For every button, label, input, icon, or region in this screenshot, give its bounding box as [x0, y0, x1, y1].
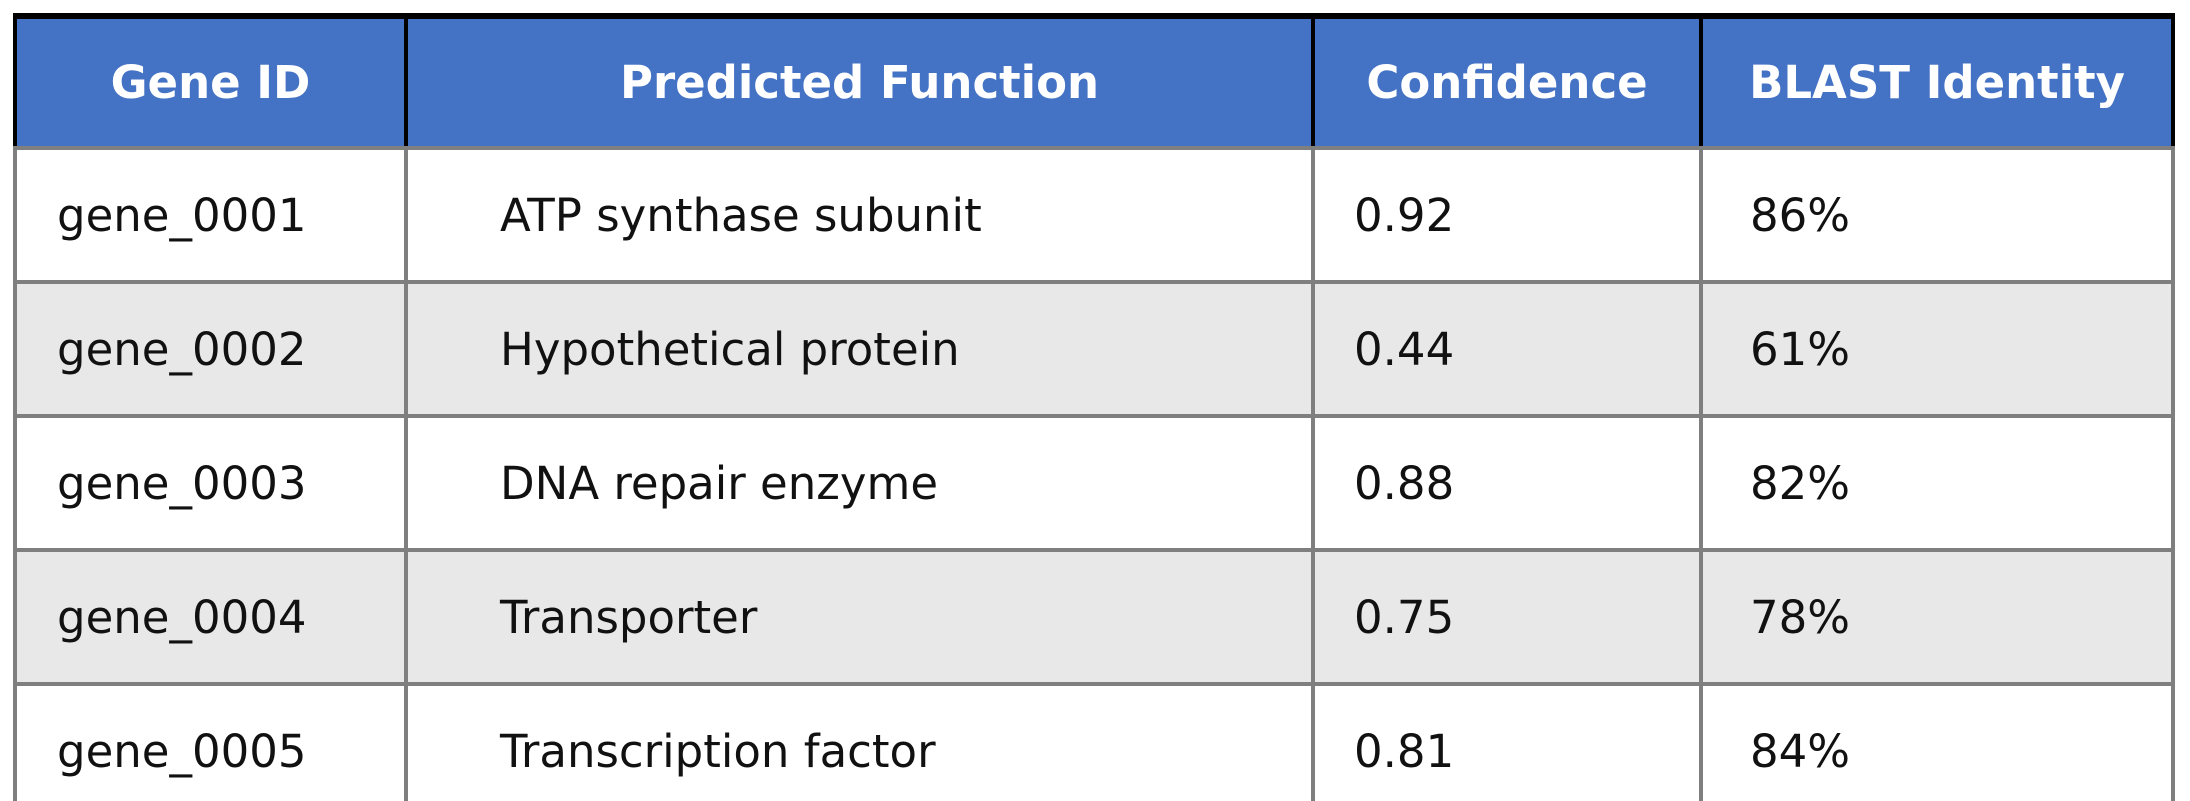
table-row: gene_0002 Hypothetical protein 0.44 61% — [13, 280, 2175, 418]
cell-predicted-function: Hypothetical protein — [404, 280, 1315, 418]
cell-gene-id: gene_0001 — [13, 146, 408, 284]
table-row: gene_0001 ATP synthase subunit 0.92 86% — [13, 146, 2175, 284]
cell-confidence: 0.81 — [1311, 682, 1703, 801]
table-row: gene_0005 Transcription factor 0.81 84% — [13, 682, 2175, 801]
cell-predicted-function: DNA repair enzyme — [404, 414, 1315, 552]
cell-predicted-function: Transcription factor — [404, 682, 1315, 801]
cell-gene-id: gene_0002 — [13, 280, 408, 418]
cell-confidence: 0.88 — [1311, 414, 1703, 552]
header-cell-predicted-function: Predicted Function — [404, 13, 1315, 150]
cell-gene-id: gene_0005 — [13, 682, 408, 801]
table-row: gene_0004 Transporter 0.75 78% — [13, 548, 2175, 686]
cell-blast-identity: 84% — [1699, 682, 2175, 801]
cell-blast-identity: 61% — [1699, 280, 2175, 418]
header-cell-gene-id: Gene ID — [13, 13, 408, 150]
cell-confidence: 0.92 — [1311, 146, 1703, 284]
gene-annotation-table: Gene ID Predicted Function Confidence BL… — [13, 13, 2175, 801]
cell-predicted-function: ATP synthase subunit — [404, 146, 1315, 284]
cell-gene-id: gene_0003 — [13, 414, 408, 552]
cell-blast-identity: 78% — [1699, 548, 2175, 686]
cell-confidence: 0.75 — [1311, 548, 1703, 686]
cell-gene-id: gene_0004 — [13, 548, 408, 686]
cell-predicted-function: Transporter — [404, 548, 1315, 686]
cell-blast-identity: 82% — [1699, 414, 2175, 552]
header-cell-confidence: Confidence — [1311, 13, 1703, 150]
cell-confidence: 0.44 — [1311, 280, 1703, 418]
gene-annotation-table-frame: Gene ID Predicted Function Confidence BL… — [13, 13, 2175, 801]
table-row: gene_0003 DNA repair enzyme 0.88 82% — [13, 414, 2175, 552]
header-cell-blast-identity: BLAST Identity — [1699, 13, 2175, 150]
cell-blast-identity: 86% — [1699, 146, 2175, 284]
header-row: Gene ID Predicted Function Confidence BL… — [13, 13, 2175, 150]
